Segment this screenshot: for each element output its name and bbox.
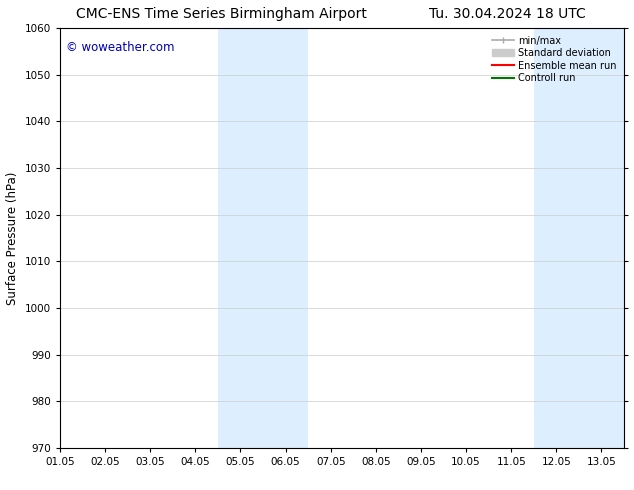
Bar — [218, 28, 308, 448]
Text: CMC-ENS Time Series Birmingham Airport: CMC-ENS Time Series Birmingham Airport — [77, 7, 367, 22]
Text: Tu. 30.04.2024 18 UTC: Tu. 30.04.2024 18 UTC — [429, 7, 586, 22]
Bar — [534, 28, 624, 448]
Legend: min/max, Standard deviation, Ensemble mean run, Controll run: min/max, Standard deviation, Ensemble me… — [489, 33, 619, 86]
Text: © woweather.com: © woweather.com — [66, 41, 174, 53]
Y-axis label: Surface Pressure (hPa): Surface Pressure (hPa) — [6, 172, 19, 305]
